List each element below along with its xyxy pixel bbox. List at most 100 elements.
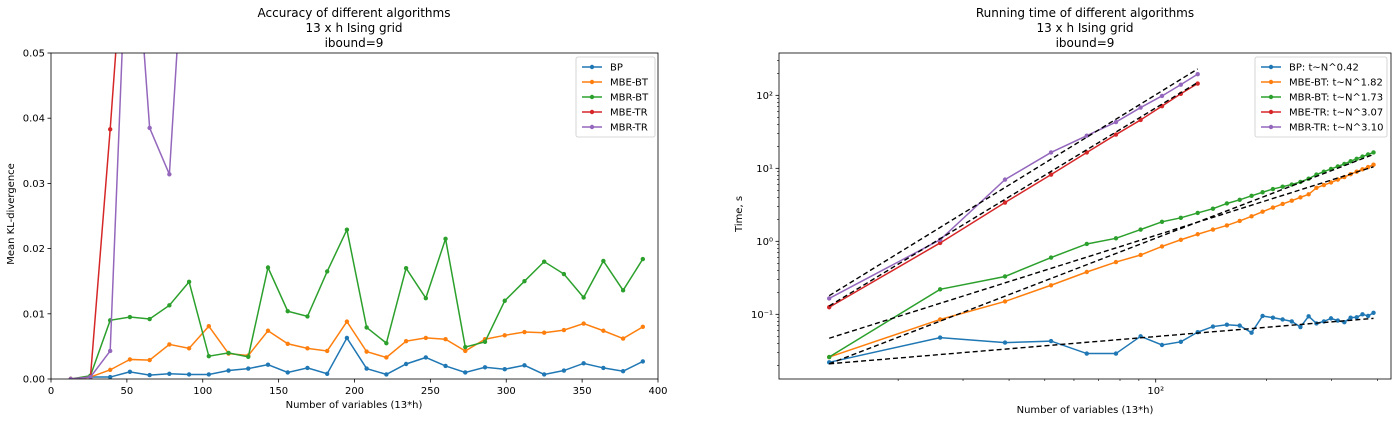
x-tick-label: 0	[48, 386, 54, 397]
y-axis-label: Time, s	[734, 196, 745, 233]
data-point	[1314, 185, 1319, 191]
legend-label: MBR-BT	[610, 93, 649, 104]
data-point	[601, 328, 606, 333]
data-point	[324, 269, 330, 274]
data-point	[364, 349, 369, 354]
data-point	[522, 329, 527, 335]
data-point	[1289, 198, 1294, 203]
data-point	[206, 353, 212, 359]
chart-title-line-1: Accuracy of different algorithms	[258, 6, 451, 20]
data-point	[226, 350, 231, 356]
data-point	[1084, 351, 1089, 356]
data-point	[937, 335, 943, 340]
data-point	[147, 125, 152, 131]
data-point	[601, 258, 606, 264]
legend-marker	[1268, 94, 1274, 100]
data-point	[1210, 227, 1216, 232]
data-point	[502, 367, 507, 372]
data-point	[1335, 318, 1341, 323]
data-point	[1002, 340, 1008, 345]
data-point	[68, 376, 73, 379]
data-point	[265, 265, 271, 270]
chart-title-line-2: 13 x h Ising grid	[305, 21, 402, 35]
y-tick-label: 0.05	[23, 49, 45, 60]
data-point	[1360, 312, 1365, 317]
data-point	[1048, 283, 1054, 288]
data-point	[443, 363, 448, 369]
data-point	[1224, 322, 1230, 327]
data-point	[1298, 324, 1303, 330]
legend-marker	[589, 94, 595, 100]
data-point	[167, 172, 172, 177]
data-point	[826, 354, 832, 360]
data-point	[1113, 259, 1119, 265]
y-tick-label: 0.02	[23, 244, 45, 255]
plot-area	[826, 68, 1376, 365]
data-point	[107, 348, 113, 354]
data-point	[640, 324, 646, 330]
data-point	[1289, 182, 1294, 187]
data-point	[1195, 210, 1200, 216]
data-point	[384, 340, 389, 346]
data-point	[1113, 119, 1119, 125]
data-point	[463, 370, 468, 375]
data-point	[107, 367, 113, 373]
fit-line	[829, 317, 1374, 365]
legend-marker	[589, 124, 595, 130]
data-point	[937, 240, 943, 246]
data-point	[1270, 315, 1276, 320]
legend-marker	[1268, 124, 1274, 130]
data-point	[522, 363, 527, 368]
data-point	[403, 361, 409, 367]
data-point	[640, 256, 646, 262]
x-axis-label: Number of variables (13*h)	[286, 400, 423, 411]
data-point	[502, 333, 507, 338]
data-point	[403, 338, 409, 344]
chart-title-line-3: ibound=9	[1056, 36, 1115, 50]
chart-title-line-2: 13 x h Ising grid	[1036, 21, 1133, 35]
data-point	[482, 365, 488, 370]
data-point	[1084, 133, 1089, 138]
data-point	[1328, 316, 1334, 321]
legend-label: MBE-BT	[610, 78, 649, 89]
data-point	[1371, 162, 1376, 167]
legend-label: MBE-TR	[610, 108, 648, 119]
data-point	[206, 372, 212, 377]
data-point	[1195, 71, 1200, 77]
series-line	[828, 82, 1199, 308]
data-point	[1138, 105, 1143, 110]
data-point	[344, 335, 350, 341]
data-point	[1260, 313, 1265, 319]
data-point	[423, 355, 429, 360]
series-line	[70, 227, 644, 379]
data-point	[1321, 182, 1327, 188]
plot-area	[68, 53, 646, 379]
data-point	[826, 296, 832, 301]
data-point	[522, 279, 527, 284]
data-point	[1298, 195, 1303, 200]
data-point	[482, 339, 488, 345]
data-point	[1084, 269, 1089, 275]
legend-label: MBE-BT: t~N^1.82	[1289, 78, 1383, 89]
running-time-chart: Running time of different algorithms 13 …	[734, 6, 1392, 416]
chart-title-line-1: Running time of different algorithms	[976, 6, 1194, 20]
data-point	[1048, 338, 1054, 344]
data-point	[1249, 193, 1254, 199]
data-point	[127, 369, 133, 375]
legend: BP: t~N^0.42 MBE-BT: t~N^1.82 MBR-BT: t~N^…	[1254, 56, 1388, 138]
data-point	[285, 308, 290, 314]
data-point	[423, 335, 429, 341]
data-point	[1002, 274, 1008, 279]
data-point	[1159, 342, 1165, 348]
data-point	[581, 295, 586, 300]
data-point	[1237, 218, 1242, 224]
data-point	[344, 319, 350, 324]
legend-frame	[575, 56, 656, 138]
y-tick-label: 10¹	[756, 164, 773, 175]
data-point	[1138, 117, 1143, 123]
data-point	[1237, 197, 1242, 203]
legend-label: MBR-BT: t~N^1.73	[1289, 93, 1383, 104]
data-point	[167, 371, 172, 376]
accuracy-chart: Accuracy of different algorithms 13 x h …	[6, 6, 668, 411]
data-point	[1002, 299, 1008, 304]
